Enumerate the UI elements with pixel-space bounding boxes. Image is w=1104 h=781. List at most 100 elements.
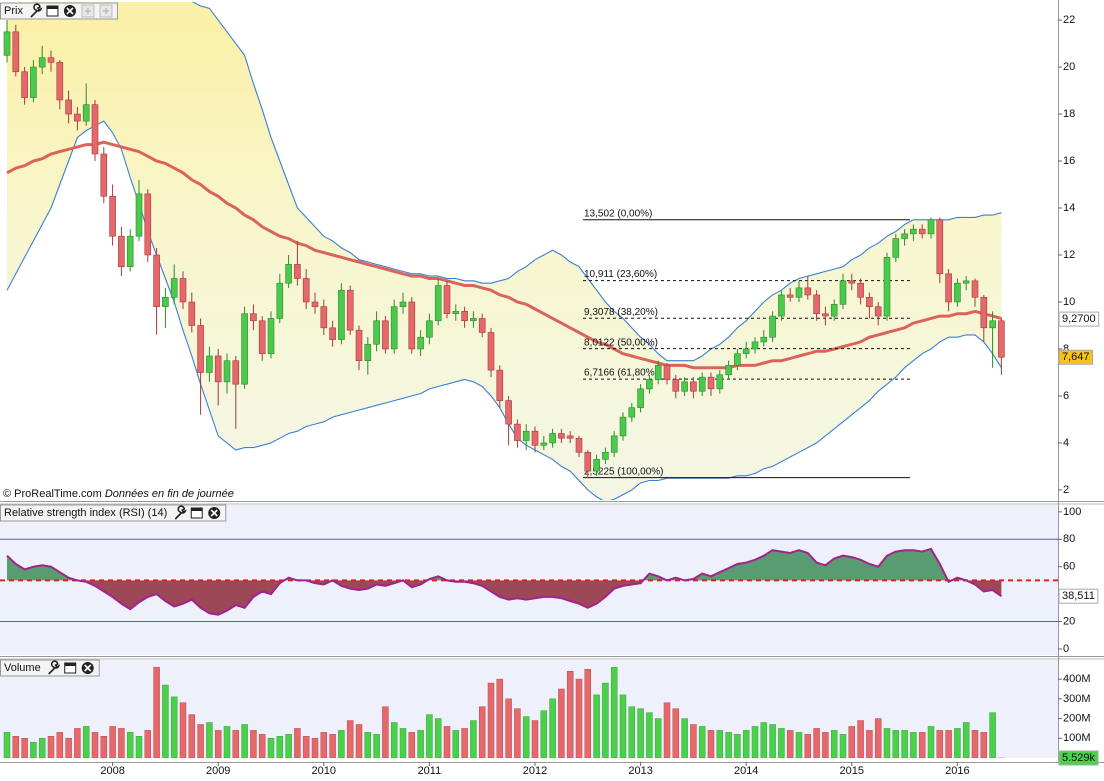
volume-bar bbox=[109, 726, 116, 758]
volume-bar bbox=[338, 730, 345, 758]
window-icon-bar bbox=[46, 6, 58, 9]
candle-body bbox=[778, 294, 785, 317]
candle-body bbox=[197, 325, 204, 373]
y-tick-label: 2 bbox=[1063, 484, 1069, 496]
y-tick-label: 18 bbox=[1063, 108, 1075, 120]
fib-label: 8,0122 (50,00%) bbox=[584, 337, 658, 348]
volume-bar bbox=[346, 720, 354, 758]
candle-body bbox=[769, 315, 776, 338]
candle-body bbox=[65, 99, 72, 115]
y-tick-label: 4 bbox=[1063, 437, 1069, 449]
fib-label: 9,3078 (38,20%) bbox=[584, 307, 658, 318]
candle-body bbox=[355, 329, 363, 362]
volume-bar bbox=[830, 730, 838, 758]
rsi-line bbox=[6, 547, 1002, 616]
candle-body bbox=[918, 228, 926, 235]
volume-bar bbox=[276, 736, 284, 758]
rsi-fill-above bbox=[7, 548, 1002, 581]
candle-body bbox=[549, 433, 556, 444]
candle-body bbox=[883, 257, 891, 317]
candle-body bbox=[734, 353, 741, 366]
fib-label: 6,7166 (61,80%) bbox=[584, 368, 658, 379]
volume-bar bbox=[619, 694, 627, 758]
volume-bar bbox=[153, 667, 160, 758]
candle-body bbox=[980, 296, 988, 329]
volume-bar bbox=[734, 734, 741, 758]
x-tick-label: 2010 bbox=[312, 765, 336, 777]
volume-bar bbox=[100, 736, 108, 758]
volume-bar bbox=[716, 730, 724, 758]
candle-body bbox=[628, 407, 636, 418]
volume-bar bbox=[487, 682, 495, 758]
rsi-fill-below bbox=[77, 580, 1002, 615]
candle-body bbox=[126, 235, 134, 268]
candle-body bbox=[470, 318, 477, 322]
volume-bar bbox=[355, 724, 363, 758]
y-tick-label: 20 bbox=[1063, 615, 1075, 627]
volume-bar bbox=[118, 728, 125, 758]
y-tick-label: 22 bbox=[1063, 14, 1075, 26]
volume-bar bbox=[690, 724, 697, 758]
x-tick-label: 2016 bbox=[945, 765, 969, 777]
source: © ProRealTime.com bbox=[3, 488, 102, 500]
candle-body bbox=[206, 355, 213, 373]
candle-body bbox=[496, 369, 504, 401]
candle-body bbox=[408, 301, 416, 350]
volume-bar bbox=[637, 708, 644, 758]
candle-body bbox=[830, 304, 838, 317]
candle-body bbox=[320, 306, 328, 329]
volume-bar bbox=[813, 728, 820, 758]
volume-bar bbox=[144, 730, 152, 758]
candle-body bbox=[56, 62, 64, 101]
volume-bar bbox=[294, 728, 301, 758]
volume-bar bbox=[883, 728, 891, 758]
volume-bar bbox=[901, 730, 908, 758]
disabled-icon-glyph bbox=[84, 8, 91, 14]
volume-bar bbox=[426, 714, 433, 758]
volume-bar bbox=[232, 730, 240, 758]
volume-bar bbox=[602, 682, 609, 758]
price-plot: 13,502 (0,00%) 10,911 (23,60%) 9,3078 (38,… bbox=[3, 2, 1005, 500]
x-tick-label: 2008 bbox=[100, 765, 124, 777]
candle-body bbox=[417, 336, 424, 350]
volume-bar bbox=[857, 720, 864, 758]
volume-bar bbox=[892, 730, 900, 758]
candle-body bbox=[241, 313, 248, 385]
candle-body bbox=[637, 388, 644, 408]
band-fill bbox=[7, 2, 1002, 500]
volume-bar bbox=[382, 706, 389, 758]
toolbar bbox=[48, 660, 94, 675]
note: Données en fin de journée bbox=[105, 488, 234, 500]
volume-bar bbox=[223, 726, 231, 758]
volume-bar bbox=[540, 710, 548, 758]
candle-body bbox=[654, 365, 662, 380]
last-value-box bbox=[1058, 750, 1099, 766]
candle-body bbox=[478, 318, 486, 333]
candle-body bbox=[910, 228, 917, 235]
volume-bar bbox=[258, 734, 266, 758]
candle-body bbox=[866, 296, 873, 307]
volume-bar bbox=[505, 698, 512, 758]
candle-body bbox=[452, 311, 460, 315]
candle-body bbox=[232, 360, 240, 385]
volume-bar bbox=[786, 730, 794, 758]
candle-body bbox=[690, 381, 697, 392]
x-tick-label: 2015 bbox=[840, 765, 864, 777]
candle-body bbox=[188, 301, 196, 326]
candle-body bbox=[874, 306, 882, 317]
candle-body bbox=[162, 296, 169, 307]
candle-body bbox=[575, 437, 583, 453]
candle-body bbox=[118, 235, 125, 268]
volume-bar bbox=[364, 732, 372, 758]
candle-body bbox=[566, 435, 574, 439]
candle-body bbox=[610, 435, 618, 453]
candle-body bbox=[901, 233, 908, 239]
panel-title-box bbox=[0, 504, 227, 522]
y-tick-label: 400M bbox=[1063, 673, 1091, 685]
volume-bar bbox=[628, 706, 636, 758]
volume-bar bbox=[927, 726, 935, 758]
volume-bar bbox=[663, 702, 671, 758]
candle-body bbox=[487, 332, 495, 371]
volume-bar bbox=[311, 738, 319, 758]
